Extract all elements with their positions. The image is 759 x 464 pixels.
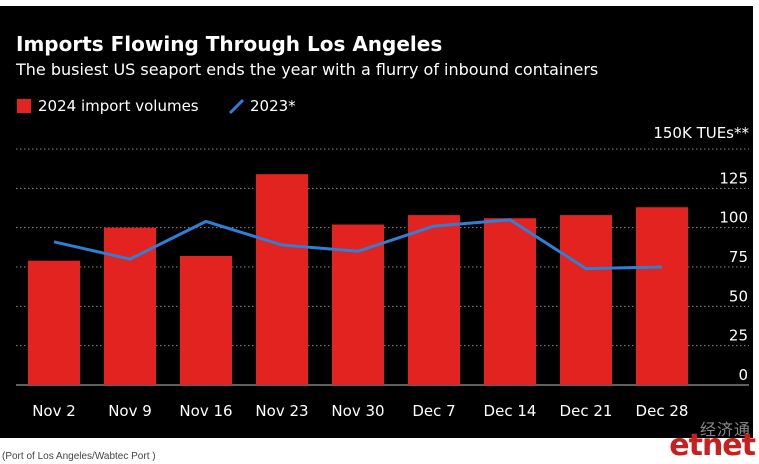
chart-svg: Imports Flowing Through Los Angeles The … [15,32,749,420]
y-tick-label: 50 [729,287,748,305]
bar [408,215,460,385]
legend-swatch-bars [17,99,31,113]
bar [484,218,536,385]
x-tick-label: Dec 7 [412,402,455,420]
chart-title: Imports Flowing Through Los Angeles [16,32,442,56]
bar [28,260,80,385]
x-tick-label: Nov 23 [255,402,308,420]
chart-subtitle: The busiest US seaport ends the year wit… [15,60,598,79]
x-tick-label: Nov 9 [108,402,152,420]
x-tick-labels: Nov 2 Nov 9 Nov 16 Nov 23 Nov 30 Dec 7 Dec 14 D… [32,402,688,420]
line-series [53,218,663,271]
legend-label-line: 2023* [250,97,296,115]
bar [180,255,232,385]
y-tick-label: 0 [738,366,748,384]
x-tick-label: Dec 28 [636,402,689,420]
bar [636,207,688,385]
x-tick-label: Nov 2 [32,402,76,420]
line-2023 [53,218,663,271]
legend-label-bars: 2024 import volumes [38,97,199,115]
chart-panel: Imports Flowing Through Los Angeles The … [0,6,753,438]
y-tick-labels: 0 25 50 75 100 125 [719,169,748,384]
bars [28,174,688,385]
x-tick-label: Nov 30 [331,402,384,420]
y-tick-label: 100 [719,209,748,227]
x-tick-label: Nov 16 [179,402,232,420]
legend-swatch-line [228,98,245,115]
bar [560,215,612,385]
legend: 2024 import volumes 2023* [17,97,296,115]
logo-text-cn: 经济通 [699,420,751,439]
unit-label: 150K TUEs** [653,124,749,142]
logo-text-en: etnet [669,428,756,463]
y-tick-label: 125 [719,169,748,187]
y-tick-label: 75 [729,248,748,266]
etnet-logo: 经济通 etnet [669,416,757,463]
source-note: (Port of Los Angeles/Wabtec Port ) [2,451,156,462]
x-tick-label: Dec 21 [560,402,613,420]
bar [256,174,308,385]
x-tick-label: Dec 14 [484,402,537,420]
y-tick-label: 25 [729,327,748,345]
